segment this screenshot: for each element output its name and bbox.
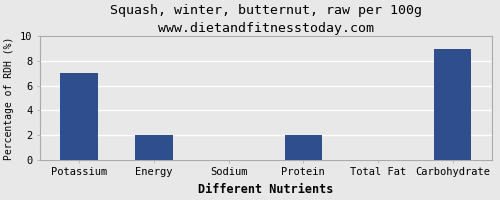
Bar	[434, 49, 472, 160]
Title: Squash, winter, butternut, raw per 100g
www.dietandfitnesstoday.com: Squash, winter, butternut, raw per 100g …	[110, 4, 422, 35]
Y-axis label: Percentage of RDH (%): Percentage of RDH (%)	[4, 36, 14, 160]
X-axis label: Different Nutrients: Different Nutrients	[198, 183, 334, 196]
Bar	[60, 73, 98, 160]
Bar	[135, 135, 172, 160]
Bar	[284, 135, 322, 160]
